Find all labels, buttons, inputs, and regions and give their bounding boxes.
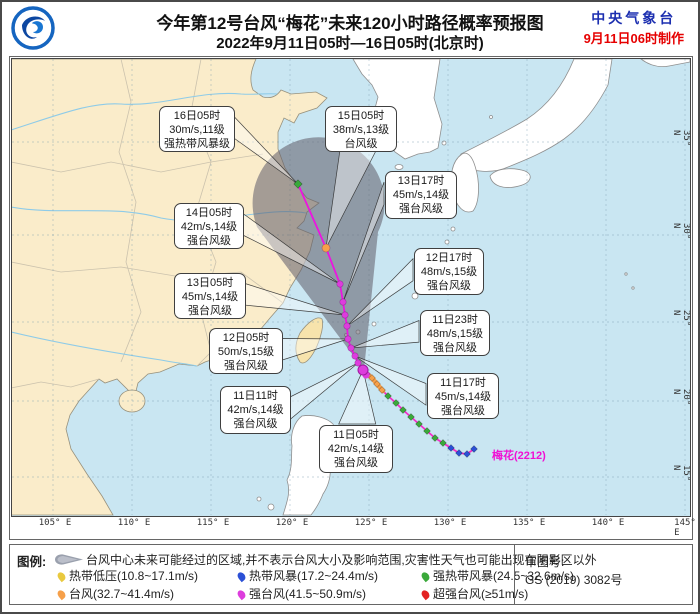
review-label: 审图号: [525,555,565,569]
jeju-island [394,164,404,170]
lon-tick-label: 110° E [117,518,151,528]
legend-label: 图例: [17,555,47,569]
typhoon-intensity-icon [235,570,248,583]
typhoon-intensity-icon [419,588,432,601]
ryukyu-islands [450,226,456,232]
page-title: 今年第12号台风“梅花”未来120小时路径概率预报图 [156,14,544,33]
callout-d14h05: 14日05时 42m/s,14级 强台风级 [174,203,244,249]
callout-d13h05: 13日05时 45m/s,14级 强台风级 [174,273,246,319]
lat-tick-label: 20° N [671,389,691,406]
map-plot-area: 35° N 30° N 25° N 20° N 15° N 16日05时 30m/s,11级… [11,58,691,517]
callout-d11h05: 11日05时 42m/s,14级 强台风级 [319,425,393,473]
cma-logo [10,5,56,56]
lon-tick-label: 115° E [196,518,230,528]
cone-legend-icon [54,553,84,571]
page-subtitle: 2022年9月11日05时—16日05时(北京时) [216,35,484,52]
lon-tick-label: 140° E [591,518,625,528]
korea-peninsula [352,59,443,160]
lon-tick-label: 125° E [354,518,388,528]
map-review-number: 审图号: GS (2019) 3082号 [514,545,692,604]
typhoon-intensity-icon [55,588,68,601]
lon-tick-label: 130° E [433,518,467,528]
lon-tick-label: 105° E [38,518,72,528]
graticule-grid [12,59,690,515]
lat-tick-label: 15° N [671,465,691,482]
legend-item-ts: 热带风暴(17.2~24.4m/s) [235,567,378,584]
lon-tick-label: 120° E [275,518,309,528]
callout-d12h05: 12日05时 50m/s,15级 强台风级 [209,328,283,374]
lat-tick-label: 25° N [671,310,691,327]
legend-item-sty: 强台风(41.5~50.9m/s) [235,585,366,602]
lat-tick-label: 35° N [671,130,691,147]
callout-d11h11: 11日11时 42m/s,14级 强台风级 [220,386,291,434]
map-panel: 35° N 30° N 25° N 20° N 15° N 16日05时 30m/s,11级… [9,56,696,540]
legend-item-ty: 台风(32.7~41.4m/s) [55,585,174,602]
review-value: GS (2019) 3082号 [525,573,623,587]
taiwan-island [295,317,324,364]
probability-cone [252,137,385,370]
legend-item-sts: 强热带风暴(24.5~32.6m/s) [419,567,574,584]
agency-block: 中央气象台 9月11日06时制作 [584,8,684,47]
japan-honshu [454,59,613,172]
legend-item-super_ty: 超强台风(≥51m/s) [419,585,528,602]
agency-name: 中央气象台 [591,10,677,26]
storm-name-label: 梅花(2212) [492,450,546,462]
lon-tick-label: 135° E [512,518,546,528]
typhoon-intensity-icon [235,588,248,601]
callout-d15h05: 15日05时 38m/s,13级 台风级 [325,106,397,152]
typhoon-intensity-icon [419,570,432,583]
legend-items-area: 图例: 台风中心未来可能经过的区域,并不表示台风大小及影响范围,灾害性天气也可能… [10,545,597,604]
callout-d12h17: 12日17时 48m/s,15级 强台风级 [414,248,484,295]
typhoon-track [293,179,478,458]
cone-legend-note: 台风中心未来可能经过的区域,并不表示台风大小及影响范围,灾害性天气也可能出现在阴… [86,553,597,567]
lat-tick-label: 30° N [671,223,691,240]
hokkaido-corner [640,59,690,67]
callout-d11h17: 11日17时 45m/s,14级 强台风级 [427,373,499,419]
legend-item-td: 热带低压(10.8~17.1m/s) [55,567,198,584]
callout-d16h05: 16日05时 30m/s,11级 强热带风暴级 [159,106,235,152]
legend-panel: 图例: 台风中心未来可能经过的区域,并不表示台风大小及影响范围,灾害性天气也可能… [9,544,693,605]
lon-tick-label: 145° E [674,518,696,538]
japan-shikoku [489,168,531,188]
callout-d11h23: 11日23时 48m/s,15级 强台风级 [420,310,490,356]
agency-issued-time: 9月11日06时制作 [583,31,684,46]
callout-leader-wedges [233,115,427,425]
callout-d13h17: 13日17时 45m/s,14级 强台风级 [385,171,457,219]
typhoon-intensity-icon [55,570,68,583]
